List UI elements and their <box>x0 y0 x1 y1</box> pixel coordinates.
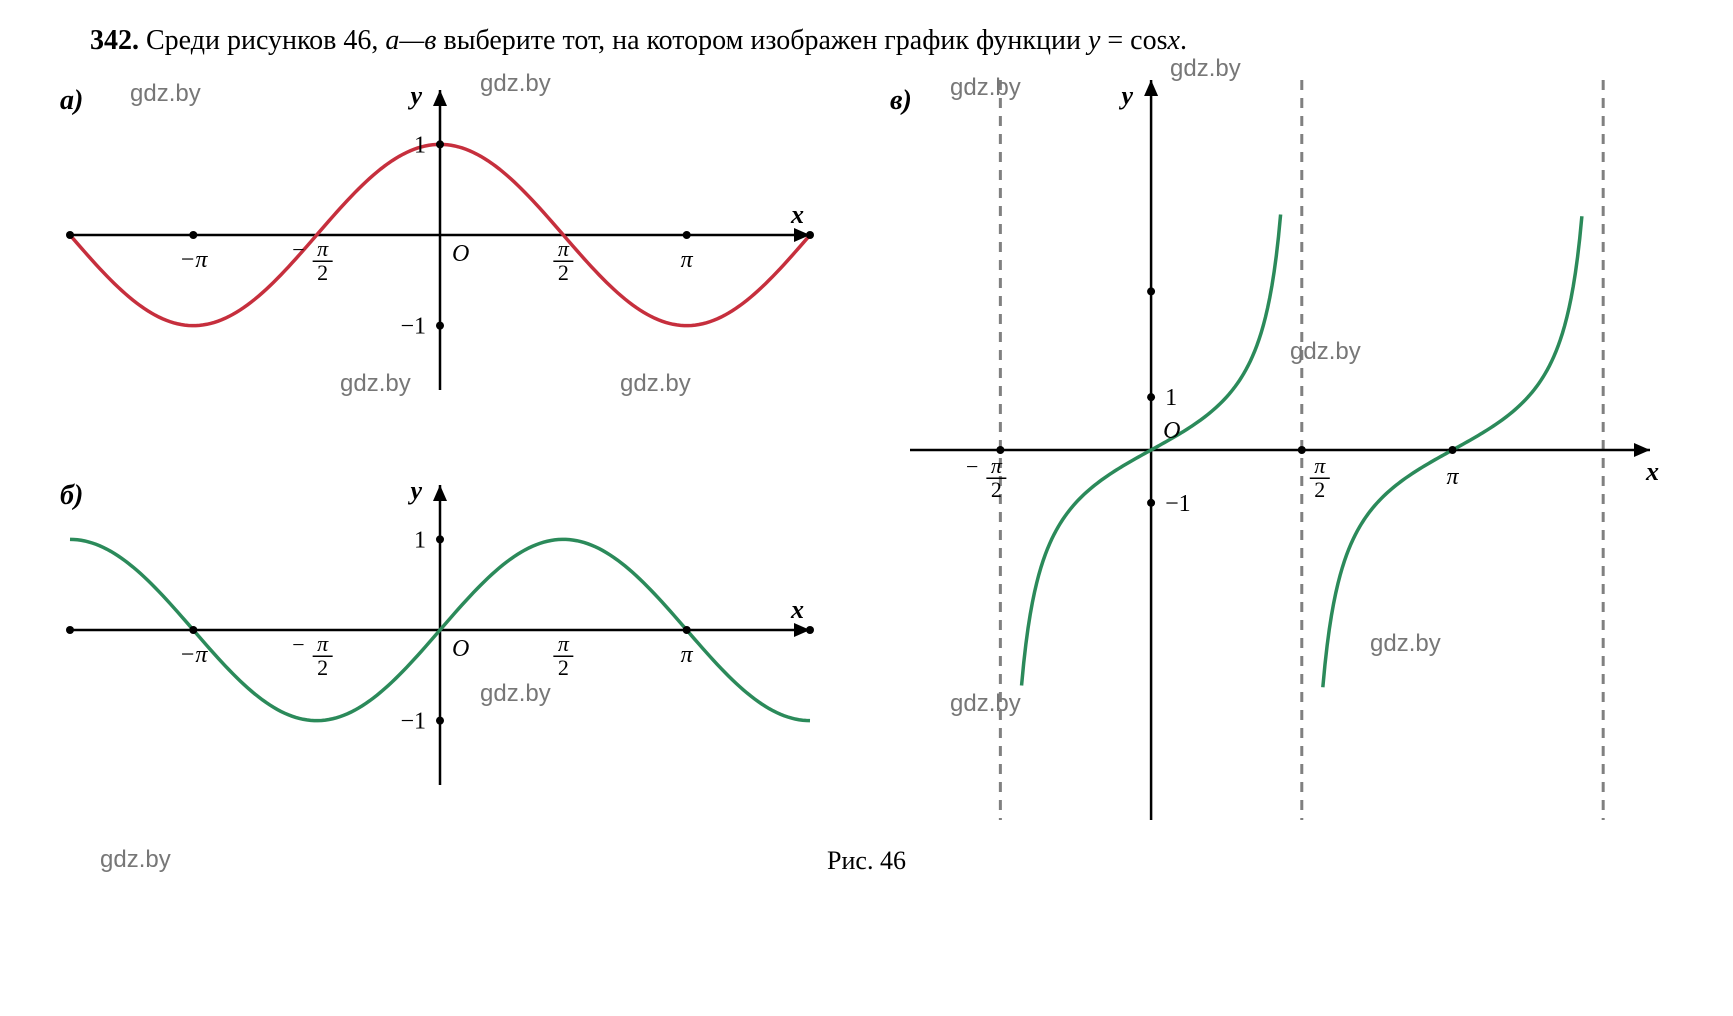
svg-text:2: 2 <box>317 655 328 680</box>
problem-text-2: выберите тот, на котором изображен графи… <box>443 25 1087 56</box>
svg-text:−π: −π <box>179 247 208 273</box>
svg-text:−π: −π <box>179 642 208 668</box>
panel-c: в) gdz.by gdz.by gdz.by gdz.by 1−1−π2π2π… <box>880 70 1680 840</box>
svg-text:π: π <box>317 236 329 261</box>
svg-text:2: 2 <box>558 260 569 285</box>
svg-text:y: y <box>1119 81 1134 110</box>
svg-text:π: π <box>681 247 694 273</box>
chart-a: 1−1−π−π2π2πyxO <box>40 70 840 440</box>
figure-grid: а) gdz.by gdz.by gdz.by gdz.by 1−1−π−π2π… <box>40 70 1693 840</box>
svg-text:1: 1 <box>414 132 426 158</box>
svg-text:−: − <box>292 237 304 262</box>
panel-b: б) gdz.by 1−1−π−π2π2πyxO <box>40 465 840 835</box>
svg-text:π: π <box>317 631 329 656</box>
svg-text:O: O <box>452 241 469 267</box>
formula-x: x <box>1168 25 1180 56</box>
svg-text:2: 2 <box>991 477 1002 502</box>
svg-text:2: 2 <box>317 260 328 285</box>
formula-cos: cos <box>1130 25 1167 56</box>
problem-range: а—в <box>385 25 436 56</box>
svg-text:π: π <box>991 453 1003 478</box>
svg-text:y: y <box>407 81 422 110</box>
svg-text:2: 2 <box>558 655 569 680</box>
formula-eq: = <box>1100 25 1130 56</box>
svg-text:2: 2 <box>1314 477 1325 502</box>
svg-text:π: π <box>1446 464 1459 490</box>
svg-text:O: O <box>1163 418 1180 444</box>
svg-text:π: π <box>681 642 694 668</box>
formula-y: y <box>1088 25 1100 56</box>
svg-text:x: x <box>1645 457 1659 486</box>
svg-text:−: − <box>292 632 304 657</box>
svg-text:π: π <box>558 631 570 656</box>
svg-text:π: π <box>558 236 570 261</box>
problem-statement: 342. Среди рисунков 46, а—в выберите тот… <box>40 20 1693 62</box>
chart-b: 1−1−π−π2π2πyxO <box>40 465 840 835</box>
svg-text:O: O <box>452 636 469 662</box>
panel-c-label: в) <box>890 85 912 117</box>
svg-text:−1: −1 <box>400 314 426 340</box>
panel-a-label: а) <box>60 85 83 117</box>
svg-text:−1: −1 <box>1165 491 1191 517</box>
svg-text:1: 1 <box>1165 385 1177 411</box>
chart-c: 1−1−π2π2πyxO <box>880 70 1680 840</box>
svg-text:x: x <box>790 595 804 624</box>
figure-caption: Рис. 46 <box>40 846 1693 876</box>
svg-text:−1: −1 <box>400 709 426 735</box>
svg-text:−: − <box>966 454 978 479</box>
svg-text:x: x <box>790 200 804 229</box>
panel-a: а) gdz.by gdz.by gdz.by gdz.by 1−1−π−π2π… <box>40 70 840 440</box>
problem-number: 342. <box>90 25 139 56</box>
svg-text:y: y <box>407 476 422 505</box>
panel-b-label: б) <box>60 480 83 512</box>
svg-text:π: π <box>1314 453 1326 478</box>
problem-text-1: Среди рисунков 46, <box>146 25 385 56</box>
formula-period: . <box>1180 25 1187 56</box>
svg-text:1: 1 <box>414 527 426 553</box>
